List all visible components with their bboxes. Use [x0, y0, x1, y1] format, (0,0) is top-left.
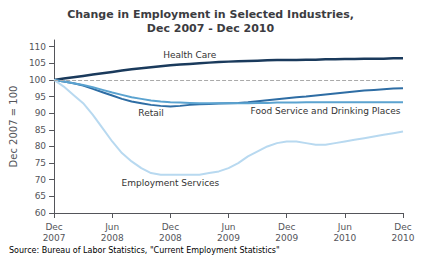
svg-text:Employment Services: Employment Services	[121, 178, 219, 188]
svg-text:2007: 2007	[43, 233, 66, 243]
svg-text:Dec 2007 - Dec 2010: Dec 2007 - Dec 2010	[147, 22, 275, 35]
svg-text:90: 90	[35, 108, 47, 118]
svg-text:Dec: Dec	[45, 222, 62, 232]
svg-text:Health Care: Health Care	[163, 50, 217, 60]
svg-text:2009: 2009	[217, 233, 240, 243]
svg-text:Source: Bureau of Labor Statis: Source: Bureau of Labor Statistics, "Cur…	[9, 246, 280, 255]
svg-text:70: 70	[35, 175, 47, 185]
svg-text:105: 105	[29, 58, 46, 68]
svg-text:Change in Employment in Select: Change in Employment in Selected Industr…	[67, 8, 354, 21]
svg-text:2008: 2008	[101, 233, 124, 243]
svg-text:Dec: Dec	[394, 222, 411, 232]
svg-text:75: 75	[35, 158, 46, 168]
svg-text:Jun: Jun	[104, 222, 119, 232]
svg-text:Retail: Retail	[138, 108, 163, 118]
svg-text:110: 110	[29, 42, 46, 52]
svg-text:2010: 2010	[392, 233, 415, 243]
svg-text:80: 80	[35, 141, 47, 151]
svg-text:2008: 2008	[159, 233, 182, 243]
svg-text:100: 100	[29, 75, 46, 85]
svg-text:60: 60	[35, 208, 47, 218]
svg-text:85: 85	[35, 125, 46, 135]
svg-text:2010: 2010	[333, 233, 356, 243]
svg-text:Dec: Dec	[162, 222, 179, 232]
svg-text:65: 65	[35, 191, 46, 201]
svg-text:2009: 2009	[275, 233, 298, 243]
svg-text:Dec 2007 = 100: Dec 2007 = 100	[8, 86, 19, 168]
svg-text:95: 95	[35, 92, 46, 102]
svg-text:Food Service and Drinking Plac: Food Service and Drinking Places	[251, 106, 401, 116]
svg-text:Jun: Jun	[221, 222, 236, 232]
svg-text:Dec: Dec	[278, 222, 295, 232]
svg-text:Jun: Jun	[337, 222, 352, 232]
